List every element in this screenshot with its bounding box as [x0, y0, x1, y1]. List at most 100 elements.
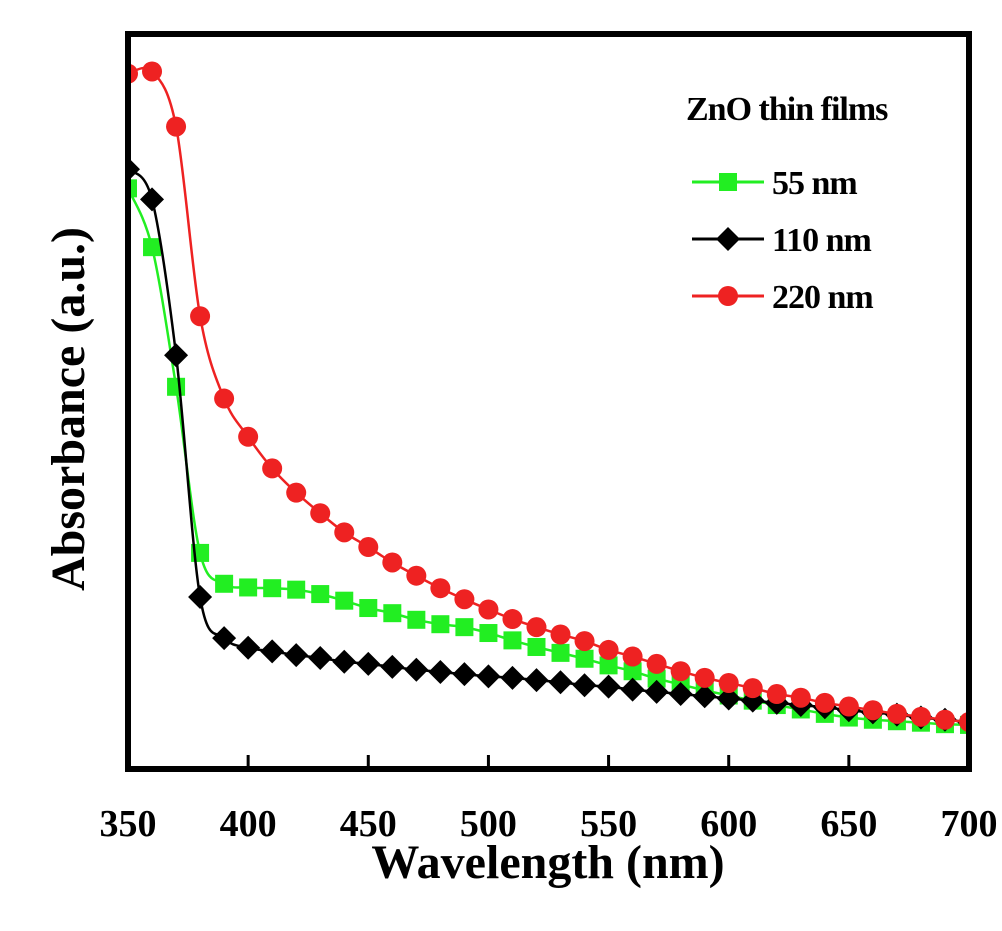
data-point-220-nm	[166, 116, 187, 137]
data-point-220-nm	[478, 599, 499, 620]
data-point-220-nm	[454, 589, 475, 610]
data-point-110-nm	[308, 646, 333, 671]
x-tick-label: 500	[460, 803, 517, 845]
data-point-110-nm	[596, 674, 621, 699]
data-point-220-nm	[262, 458, 283, 479]
data-point-220-nm	[598, 639, 619, 660]
data-point-220-nm	[838, 696, 859, 717]
x-axis-ticks: 350 400 450 500 550 600 650 700	[100, 755, 998, 845]
data-point-55-nm	[527, 637, 546, 656]
data-point-55-nm	[647, 669, 666, 688]
data-point-220-nm	[214, 388, 235, 409]
data-point-55-nm	[551, 643, 570, 662]
x-tick-label: 650	[820, 803, 877, 845]
data-point-110-nm	[692, 684, 717, 709]
x-tick-label: 550	[580, 803, 637, 845]
data-point-220-nm	[862, 700, 883, 721]
data-point-220-nm	[190, 306, 211, 327]
data-point-55-nm	[311, 585, 330, 604]
series-220-nm	[128, 61, 969, 732]
data-point-110-nm	[572, 673, 597, 698]
data-point-110-nm	[500, 665, 525, 690]
data-point-220-nm	[742, 678, 763, 699]
y-axis-title: Absorbance (a.u.)	[42, 227, 95, 591]
data-point-220-nm	[574, 631, 595, 652]
data-point-110-nm	[164, 343, 189, 368]
data-point-110-nm	[356, 651, 381, 676]
data-point-220-nm	[358, 537, 379, 558]
data-point-110-nm	[404, 657, 429, 682]
legend-swatch-marker	[719, 173, 737, 191]
x-tick-label: 450	[340, 803, 397, 845]
data-point-220-nm	[694, 667, 715, 688]
data-point-220-nm	[286, 482, 307, 503]
data-point-110-nm	[212, 626, 237, 651]
legend-item-110-nm: 110 nm	[692, 222, 873, 259]
data-point-55-nm	[359, 599, 378, 618]
data-point-220-nm	[718, 673, 739, 694]
data-point-55-nm	[287, 580, 306, 599]
data-point-220-nm	[430, 578, 451, 599]
data-point-55-nm	[431, 615, 450, 634]
legend-swatch-marker	[716, 227, 740, 251]
data-point-110-nm	[140, 187, 165, 212]
data-point-55-nm	[479, 624, 498, 643]
data-point-55-nm	[335, 591, 354, 610]
x-tick-label: 700	[941, 803, 998, 845]
legend-swatch-marker	[718, 286, 738, 306]
data-point-220-nm	[670, 661, 691, 682]
data-point-110-nm	[620, 677, 645, 702]
data-point-55-nm	[407, 610, 426, 629]
data-point-220-nm	[766, 684, 787, 705]
data-point-110-nm	[716, 686, 741, 711]
data-point-110-nm	[668, 682, 693, 707]
data-point-55-nm	[623, 662, 642, 681]
data-point-220-nm	[526, 617, 547, 638]
legend-label: 220 nm	[772, 279, 873, 316]
data-point-220-nm	[910, 706, 931, 727]
data-point-55-nm	[128, 179, 137, 198]
legend-label: 55 nm	[772, 165, 857, 202]
data-point-55-nm	[167, 377, 186, 396]
data-point-110-nm	[644, 679, 669, 704]
data-point-55-nm	[215, 574, 234, 593]
data-point-110-nm	[428, 659, 453, 684]
data-point-55-nm	[263, 579, 282, 598]
legend-items: 55 nm 110 nm 220 nm	[692, 165, 874, 316]
data-point-110-nm	[548, 670, 573, 695]
data-point-220-nm	[334, 522, 355, 543]
data-point-55-nm	[383, 604, 402, 623]
data-point-220-nm	[502, 609, 523, 630]
legend-title: ZnO thin films	[686, 91, 888, 128]
data-point-110-nm	[332, 649, 357, 674]
data-point-55-nm	[455, 618, 474, 637]
data-point-220-nm	[814, 692, 835, 713]
x-tick-label: 400	[220, 803, 277, 845]
data-point-110-nm	[524, 668, 549, 693]
legend-item-55-nm: 55 nm	[692, 165, 858, 202]
plot-frame	[125, 31, 972, 772]
data-point-220-nm	[382, 552, 403, 573]
data-point-110-nm	[188, 585, 213, 610]
data-point-55-nm	[503, 631, 522, 650]
x-axis-title: Wavelength (nm)	[371, 836, 724, 889]
series-layer	[128, 61, 969, 734]
data-point-55-nm	[575, 649, 594, 668]
data-point-220-nm	[934, 709, 955, 730]
x-tick-label: 350	[100, 803, 157, 845]
data-point-110-nm	[284, 643, 309, 668]
data-point-220-nm	[886, 703, 907, 724]
data-point-110-nm	[236, 635, 261, 660]
data-point-110-nm	[260, 639, 285, 664]
x-tick-label: 600	[700, 803, 757, 845]
data-point-110-nm	[452, 662, 477, 687]
data-point-220-nm	[646, 653, 667, 674]
data-point-220-nm	[238, 426, 259, 447]
data-point-220-nm	[406, 565, 427, 586]
data-point-55-nm	[143, 238, 162, 257]
data-point-220-nm	[550, 624, 571, 645]
legend-item-220-nm: 220 nm	[692, 279, 874, 316]
data-point-110-nm	[476, 664, 501, 689]
data-point-55-nm	[239, 578, 258, 597]
